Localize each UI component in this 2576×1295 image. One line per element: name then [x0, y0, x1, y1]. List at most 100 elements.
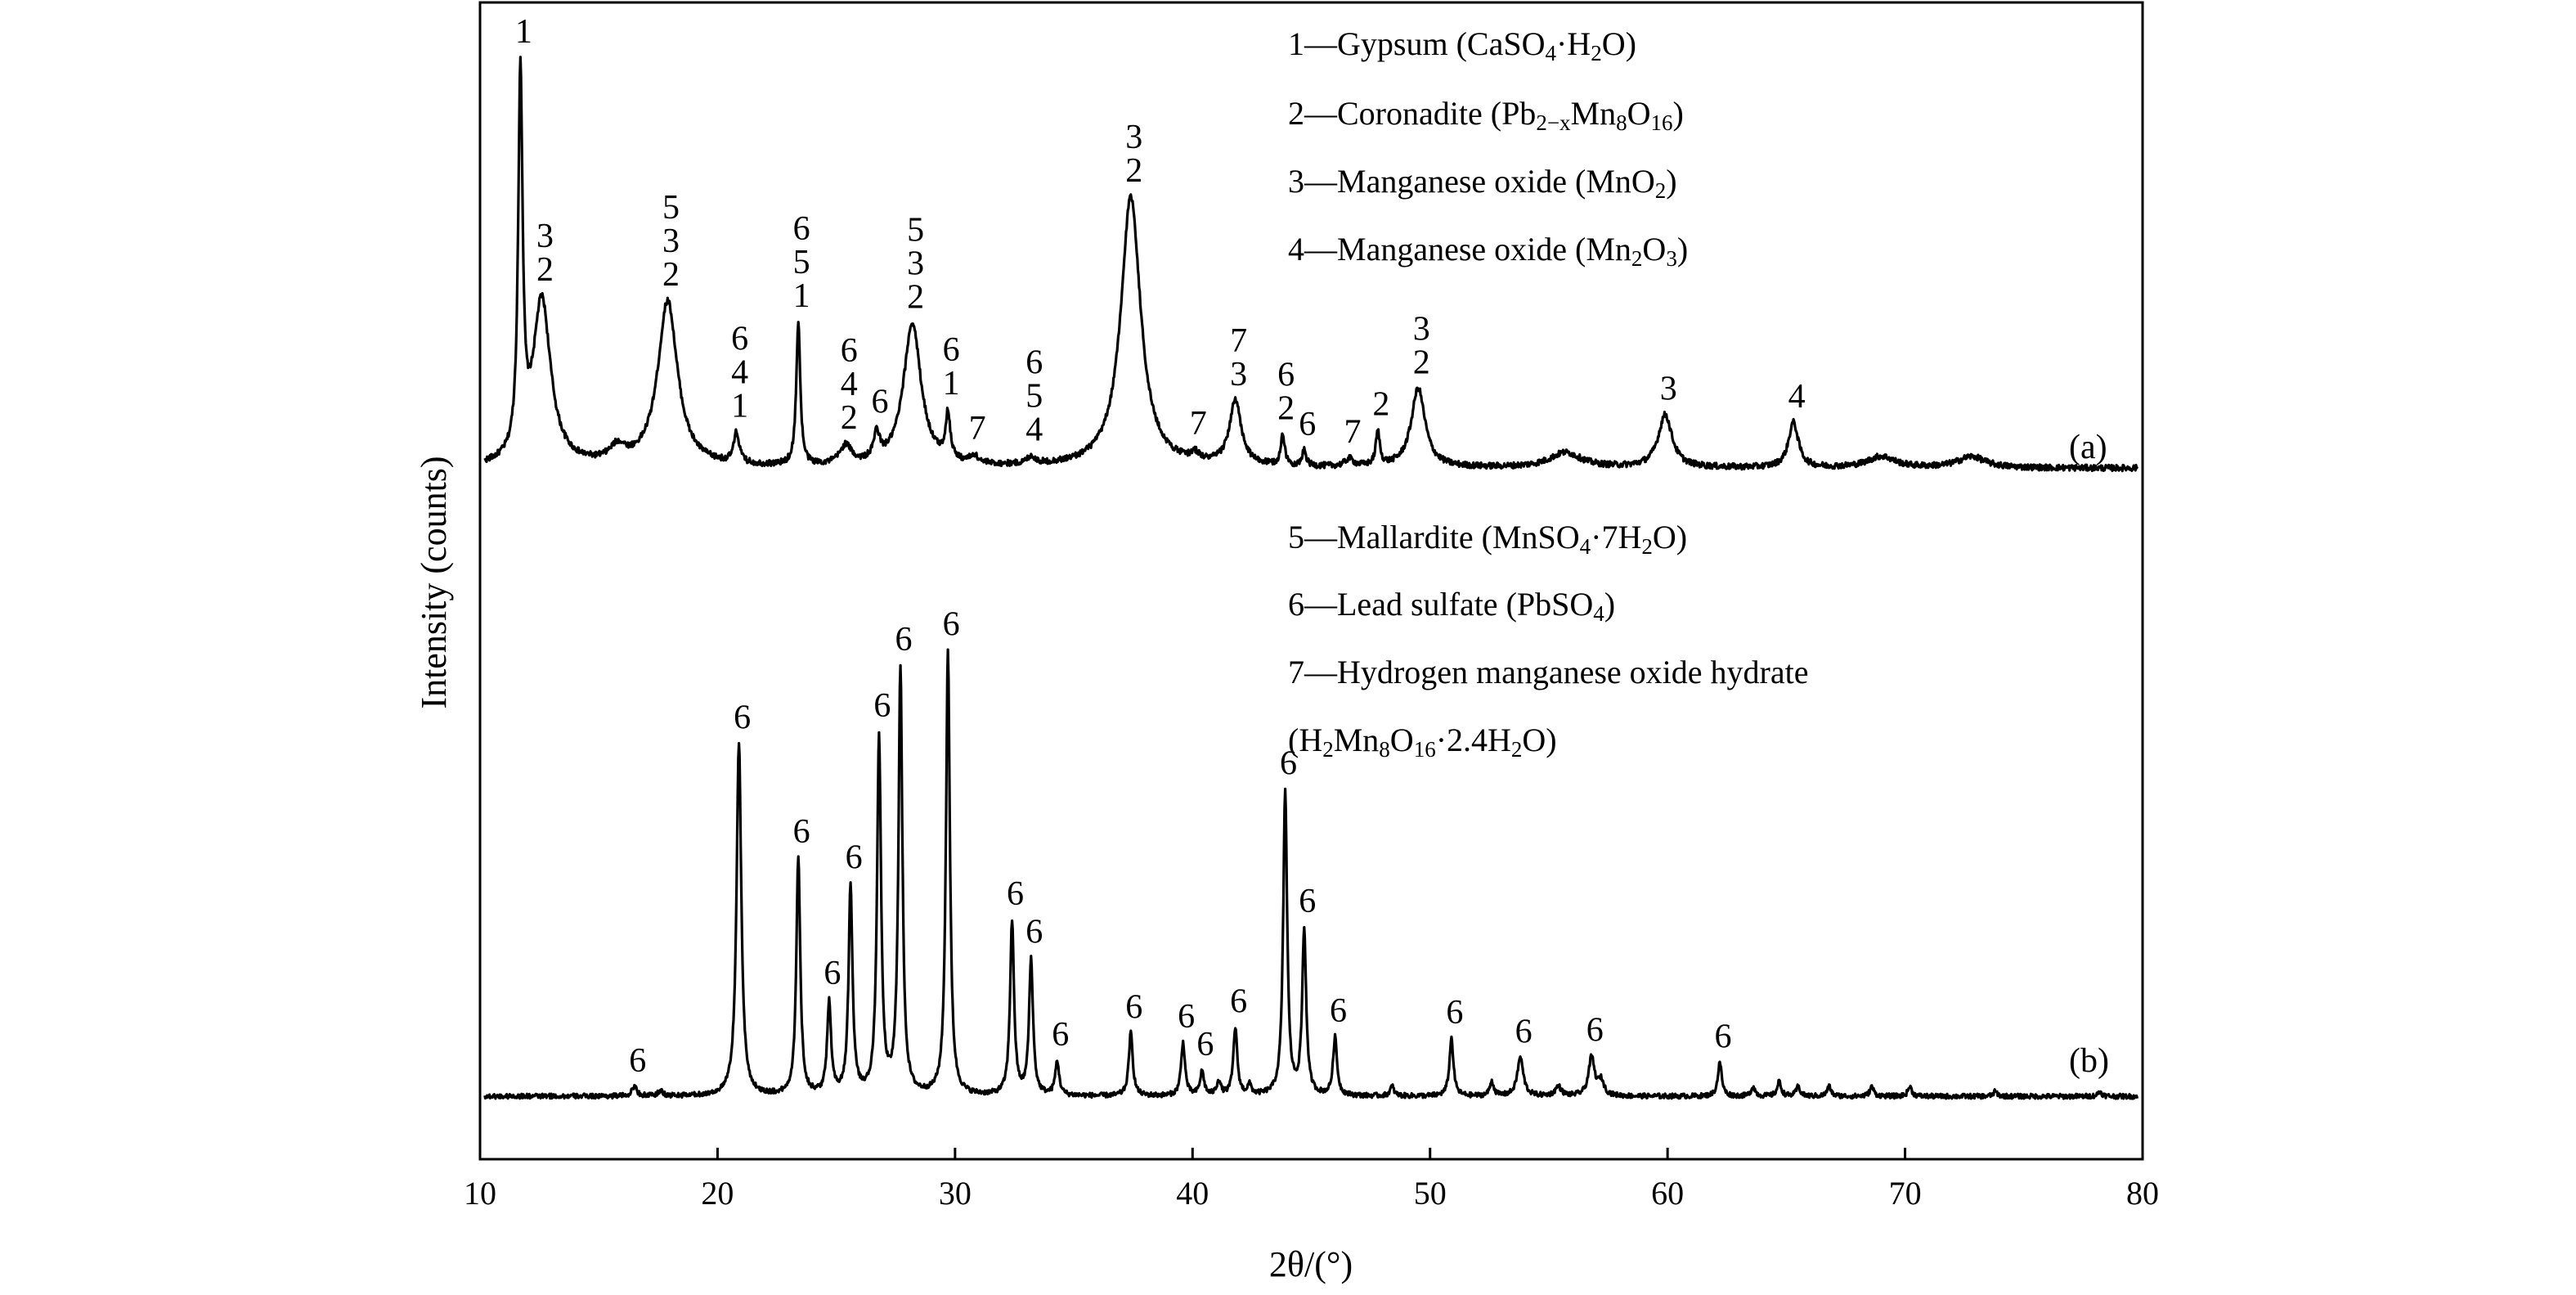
legend-subscript: 2−x — [1536, 110, 1571, 135]
legend-formula: ( — [1575, 231, 1586, 268]
legend-formula: ) — [1604, 586, 1615, 623]
x-tick-label-5: 60 — [1651, 1175, 1684, 1212]
legend-formula: ·H — [1556, 25, 1591, 62]
peak-label: 1 — [943, 365, 960, 402]
peak-label: 6 — [1715, 1018, 1732, 1056]
peak-label: 6 — [846, 839, 863, 877]
peak-label: 3 — [536, 218, 554, 255]
peak-label: 4 — [841, 366, 858, 403]
legend-entry-3: 3—Manganese oxide (MnO2) — [1288, 163, 1677, 203]
legend-id: 2—Coronadite — [1288, 95, 1491, 132]
series-line-1 — [483, 648, 2139, 1100]
legend-formula: ·7H — [1591, 519, 1641, 555]
peak-label: 4 — [731, 354, 748, 392]
legend-formula: Mn — [1571, 95, 1617, 132]
legend-subscript: 16 — [1414, 737, 1436, 762]
legend-formula: MnO — [1586, 163, 1654, 200]
legend-formula: Mn — [1586, 231, 1631, 268]
legend-formula: CaSO — [1467, 25, 1546, 62]
legend-entry-7: 7—Hydrogen manganese oxide hydrate (H2Mn… — [1288, 654, 1816, 762]
peak-label: 5 — [662, 189, 680, 227]
legend-formula: O — [1627, 95, 1651, 132]
peak-label: 6 — [1277, 357, 1295, 394]
legend-id: 7—Hydrogen manganese oxide hydrate — [1288, 654, 1816, 690]
legend-subscript: 8 — [1379, 737, 1390, 762]
legend-formula: O — [1642, 231, 1666, 268]
x-tick-label-7: 80 — [2126, 1175, 2159, 1212]
legend-subscript: 2 — [1655, 178, 1667, 203]
peak-label: 6 — [824, 955, 841, 992]
legend-subscript: 4 — [1545, 41, 1556, 65]
peak-label: 6 — [1178, 998, 1195, 1036]
legend-id: 3—Manganese oxide — [1288, 163, 1575, 200]
peak-label: 2 — [1277, 390, 1295, 428]
legend-formula: ( — [1491, 95, 1501, 132]
series-name-0: (a) — [2069, 429, 2107, 466]
legend-id: 4—Manganese oxide — [1288, 231, 1575, 268]
legend-formula: ( — [1456, 25, 1467, 62]
peak-label: 6 — [629, 1042, 646, 1080]
peak-label: 6 — [943, 331, 960, 369]
legend-formula: O — [1522, 722, 1546, 758]
peak-label: 2 — [662, 256, 680, 294]
legend-formula: PbSO — [1517, 586, 1593, 623]
peak-label: 2 — [1372, 385, 1389, 423]
legend-formula: O — [1653, 519, 1676, 555]
legend-formula: MnSO — [1492, 519, 1580, 555]
peak-label: 6 — [1025, 913, 1043, 951]
legend-formula: ) — [1676, 519, 1687, 555]
peak-label: 6 — [1446, 994, 1463, 1032]
legend-id: 6—Lead sulfate — [1288, 586, 1506, 623]
peak-label: 6 — [731, 321, 748, 358]
x-axis-title: 2θ/(°) — [1269, 1244, 1353, 1284]
legend-formula: ) — [1677, 231, 1688, 268]
x-tick-label-6: 70 — [1889, 1175, 1922, 1212]
peak-label: 6 — [793, 210, 810, 248]
peak-label: 7 — [1344, 414, 1361, 452]
legend-formula: O — [1390, 722, 1414, 758]
legend-entry-1: 1—Gypsum (CaSO4·H2O) — [1288, 25, 1636, 65]
peak-label: 6 — [1230, 982, 1247, 1020]
legend-formula: ( — [1288, 722, 1299, 758]
legend-formula: ) — [1546, 722, 1556, 758]
legend-subscript: 2 — [1322, 737, 1334, 762]
legend-entry-2: 2—Coronadite (Pb2−xMn8O16) — [1288, 95, 1684, 135]
peak-label: 6 — [1330, 992, 1347, 1030]
peak-label: 3 — [907, 245, 924, 283]
legend-formula: Mn — [1334, 722, 1380, 758]
peak-label: 6 — [895, 621, 913, 659]
peak-label: 2 — [1413, 344, 1430, 381]
peak-label: 6 — [1299, 883, 1316, 920]
peak-label: 1 — [515, 13, 532, 51]
peak-label: 5 — [907, 212, 924, 250]
peak-label: 6 — [1515, 1013, 1533, 1050]
peak-label: 3 — [1125, 119, 1142, 156]
plot-frame — [478, 1, 2144, 1161]
legend-formula: ) — [1666, 163, 1676, 200]
peak-label: 7 — [1190, 405, 1207, 443]
peak-label: 6 — [1025, 344, 1043, 381]
legend-formula: ( — [1482, 519, 1492, 555]
series-line-0 — [483, 56, 2138, 473]
x-tick-label-0: 10 — [464, 1175, 496, 1212]
legend-formula: ) — [1673, 95, 1684, 132]
legend-subscript: 16 — [1651, 110, 1673, 135]
peak-label: 2 — [841, 399, 858, 437]
peak-label: 7 — [969, 410, 986, 447]
peak-label: 4 — [1788, 378, 1806, 416]
peak-label: 6 — [1586, 1011, 1604, 1049]
peak-label: 6 — [1125, 989, 1142, 1027]
legend-formula: Pb — [1501, 95, 1536, 132]
peak-label: 6 — [1007, 875, 1024, 913]
peak-label: 3 — [662, 223, 680, 260]
x-tick-label-2: 30 — [939, 1175, 972, 1212]
legend-subscript: 4 — [1580, 534, 1591, 559]
peak-label: 6 — [841, 332, 858, 370]
legend-id: 1—Gypsum — [1288, 25, 1456, 62]
peak-label: 7 — [1230, 322, 1247, 360]
peak-label: 1 — [731, 388, 748, 425]
peak-label: 6 — [873, 687, 891, 725]
peak-label: 6 — [1196, 1026, 1214, 1063]
peak-label: 5 — [793, 244, 810, 281]
peak-label: 6 — [872, 384, 889, 421]
